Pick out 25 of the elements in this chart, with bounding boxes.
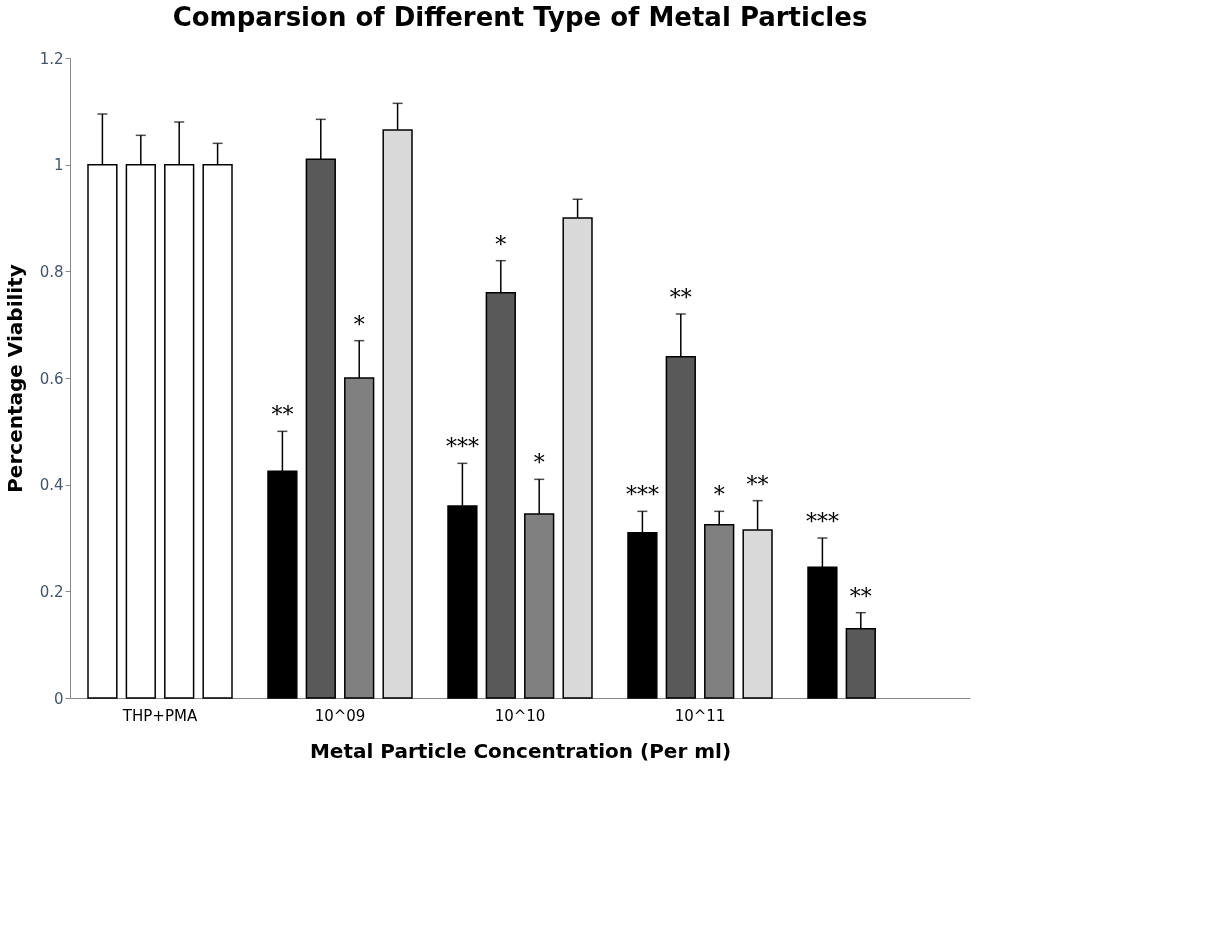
y-tick-label: 0.4 <box>39 476 64 495</box>
data-label: * <box>713 482 725 508</box>
chart-title: Comparsion of Different Type of Metal Particles <box>172 2 868 32</box>
data-label: * <box>495 231 507 257</box>
data-label: ** <box>746 471 769 497</box>
y-tick-label: 0.2 <box>39 582 64 601</box>
y-tick-label: 0.6 <box>39 369 64 388</box>
data-label: ** <box>669 285 692 310</box>
y-tick-label: 0 <box>53 689 64 708</box>
data-label: ** <box>271 402 294 428</box>
data-label: *** <box>625 482 659 508</box>
x-tick-label: 10^09 <box>314 706 366 725</box>
y-tick-label: 1 <box>53 156 64 175</box>
y-tick-label: 1.2 <box>39 49 64 68</box>
y-axis-title: Percentage Viability <box>2 264 27 493</box>
x-axis-title: Metal Particle Concentration (Per ml) <box>309 738 732 763</box>
data-label: * <box>353 311 365 337</box>
data-label: * <box>533 450 545 476</box>
x-tick-label: 10^10 <box>494 706 546 725</box>
x-tick-label: 10^11 <box>674 706 726 725</box>
data-label: *** <box>445 434 479 460</box>
data-label: ** <box>849 583 872 609</box>
data-label: *** <box>805 509 839 534</box>
y-tick-label: 0.8 <box>39 262 64 281</box>
x-tick-label: THP+PMA <box>121 706 198 725</box>
